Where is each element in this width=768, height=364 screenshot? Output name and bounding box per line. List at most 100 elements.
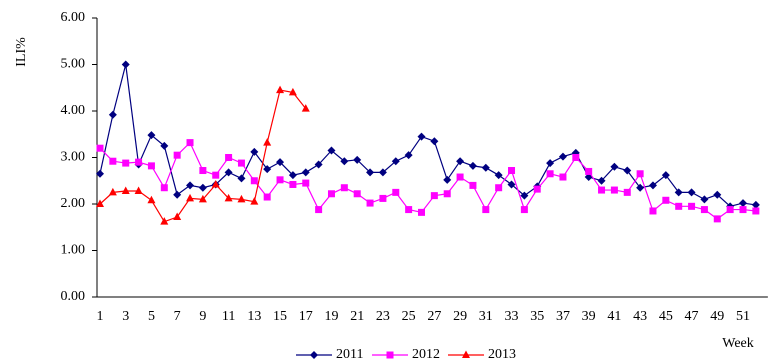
data-point	[623, 188, 631, 196]
data-point	[687, 188, 696, 197]
data-point	[443, 190, 451, 198]
data-point	[224, 193, 233, 202]
data-point	[211, 179, 220, 188]
data-point	[263, 138, 272, 146]
data-point	[301, 168, 310, 177]
x-tick-label: 3	[122, 309, 129, 324]
data-point	[186, 139, 194, 147]
data-point	[379, 194, 387, 202]
data-point	[96, 144, 104, 152]
y-tick-label: 2.00	[61, 196, 86, 211]
x-tick-label: 13	[247, 309, 261, 324]
y-tick-label: 6.00	[61, 10, 86, 25]
data-point	[585, 167, 593, 175]
x-tick-label: 33	[505, 309, 519, 324]
data-point	[481, 163, 490, 172]
data-point	[186, 181, 195, 190]
data-point	[250, 197, 259, 205]
data-point	[456, 173, 464, 181]
data-point	[301, 104, 310, 112]
x-tick-label: 35	[530, 309, 544, 324]
data-point	[700, 206, 708, 214]
data-point	[237, 159, 245, 167]
y-tick-label: 5.00	[61, 57, 86, 72]
data-point	[713, 190, 722, 199]
data-point	[598, 186, 606, 194]
data-point	[327, 146, 336, 155]
data-point	[121, 186, 130, 194]
data-point	[315, 206, 323, 214]
data-point	[610, 186, 618, 194]
x-tick-label: 9	[199, 309, 206, 324]
series-line	[99, 64, 756, 207]
data-point	[700, 195, 709, 204]
y-axis-label: ILI%	[14, 37, 29, 67]
data-point	[108, 110, 117, 119]
data-point	[520, 191, 529, 200]
data-point	[688, 202, 696, 210]
data-point	[276, 158, 285, 167]
data-point	[173, 190, 182, 199]
data-point	[430, 137, 439, 146]
y-tick-label: 3.00	[61, 150, 86, 165]
x-tick-label: 49	[710, 309, 724, 324]
data-point	[405, 206, 413, 214]
data-point	[597, 176, 606, 185]
y-tick-label: 0.00	[61, 289, 86, 304]
legend-marker	[462, 350, 470, 358]
data-point	[508, 167, 516, 175]
x-tick-label: 27	[427, 309, 441, 324]
data-point	[250, 147, 259, 156]
data-point	[623, 166, 632, 175]
data-point	[752, 207, 760, 215]
data-point	[186, 193, 195, 202]
data-point	[122, 159, 130, 167]
data-point	[675, 202, 683, 210]
data-point	[288, 87, 297, 96]
data-point	[289, 180, 297, 188]
data-point	[340, 184, 348, 192]
data-point	[288, 171, 297, 180]
data-point	[237, 194, 246, 203]
data-point	[353, 190, 361, 198]
data-point	[135, 158, 143, 166]
x-tick-label: 51	[736, 309, 750, 324]
data-point	[739, 206, 747, 214]
data-point	[404, 151, 413, 160]
data-point	[469, 181, 477, 189]
data-point	[533, 185, 541, 193]
data-point	[302, 179, 310, 187]
data-point	[263, 193, 271, 201]
x-tick-label: 11	[222, 309, 235, 324]
data-point	[340, 157, 349, 166]
data-point	[314, 160, 323, 169]
data-point	[430, 192, 438, 200]
legend-marker	[386, 351, 394, 359]
data-point	[147, 162, 155, 170]
data-point	[713, 215, 721, 223]
x-tick-label: 39	[582, 309, 596, 324]
data-point	[559, 173, 567, 181]
data-point	[546, 170, 554, 178]
data-point	[327, 190, 335, 198]
data-point	[198, 194, 207, 203]
data-point	[96, 169, 104, 178]
data-point	[468, 161, 477, 170]
data-point	[108, 187, 117, 196]
x-tick-label: 1	[97, 309, 104, 324]
x-tick-label: 23	[376, 309, 390, 324]
data-point	[726, 206, 734, 214]
data-point	[366, 199, 374, 207]
data-point	[495, 184, 503, 192]
data-point	[443, 175, 452, 184]
data-point	[482, 206, 490, 214]
x-tick-label: 37	[556, 309, 570, 324]
data-point	[173, 212, 182, 221]
x-tick-label: 43	[633, 309, 647, 324]
x-tick-label: 25	[402, 309, 416, 324]
data-point	[636, 183, 645, 192]
x-tick-label: 21	[350, 309, 364, 324]
data-point	[649, 207, 657, 215]
y-tick-label: 1.00	[61, 243, 86, 258]
legend-label: 2012	[412, 347, 440, 362]
